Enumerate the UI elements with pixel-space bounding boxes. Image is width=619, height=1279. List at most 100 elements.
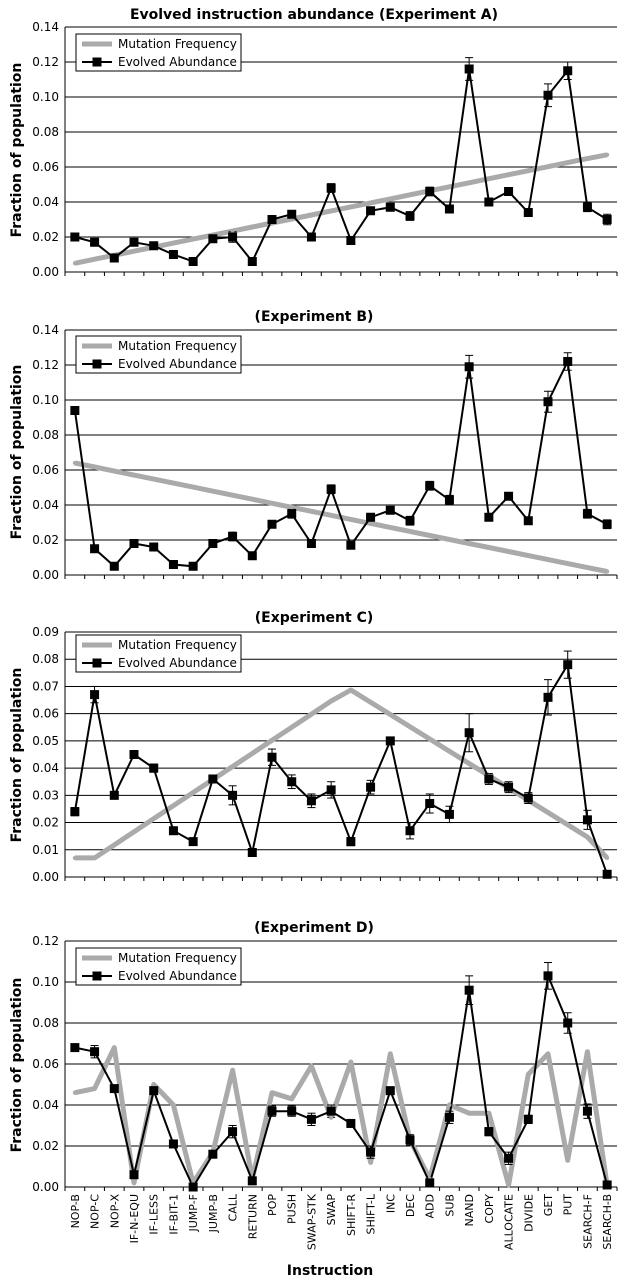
mutation-frequency-point <box>289 1096 294 1101</box>
panel-b-ytick-label: 0.10 <box>32 393 59 407</box>
x-category-label: IF-LESS <box>148 1194 161 1235</box>
mutation-frequency-point <box>72 855 77 860</box>
evolved-abundance-point <box>149 1086 159 1096</box>
mutation-frequency-point <box>191 790 196 795</box>
mutation-frequency-point <box>585 565 590 570</box>
x-category-label: JUMP-B <box>207 1194 220 1233</box>
legend-mutation-label: Mutation Frequency <box>118 951 237 965</box>
x-category-label: NOP-B <box>69 1194 82 1228</box>
mutation-frequency-point <box>565 1158 570 1163</box>
mutation-frequency-point <box>447 184 452 189</box>
evolved-abundance-point <box>267 215 277 224</box>
mutation-frequency-point <box>486 1111 491 1116</box>
panel-d-ytick-label: 0.12 <box>32 934 59 948</box>
mutation-frequency-point <box>250 225 255 230</box>
evolved-abundance-point <box>346 1118 356 1128</box>
mutation-frequency-point <box>151 816 156 821</box>
evolved-abundance-point <box>129 237 139 247</box>
mutation-frequency-point <box>132 249 136 254</box>
evolved-abundance-point <box>425 799 435 808</box>
evolved-abundance-point <box>543 971 553 981</box>
mutation-frequency-point <box>585 834 590 839</box>
evolved-abundance-point <box>267 1106 277 1116</box>
panel-d-ytick-label: 0.06 <box>32 1057 59 1071</box>
evolved-abundance-point <box>523 516 533 526</box>
evolved-abundance-point <box>247 848 257 857</box>
evolved-abundance-line <box>74 68 608 264</box>
evolved-abundance-point <box>464 985 474 995</box>
evolved-abundance-point <box>109 253 119 263</box>
mutation-frequency-point <box>388 712 393 717</box>
legend-evolved-label: Evolved Abundance <box>118 357 237 371</box>
evolved-abundance-point <box>602 1180 612 1190</box>
mutation-frequency-point <box>329 208 334 213</box>
evolved-abundance-point <box>464 64 474 74</box>
mutation-frequency-point <box>467 761 472 766</box>
panel-d-ytick-label: 0.04 <box>32 1098 59 1112</box>
panel-c-ytick-label: 0.03 <box>32 788 59 802</box>
evolved-abundance-point <box>346 540 356 550</box>
panel-b-ytick-label: 0.00 <box>32 568 59 582</box>
panel-d-ytick-label: 0.10 <box>32 975 59 989</box>
mutation-frequency-point <box>467 180 472 185</box>
mutation-frequency-point <box>447 537 452 542</box>
evolved-abundance-point <box>425 481 435 491</box>
mutation-frequency-point <box>368 200 373 205</box>
evolved-abundance-point <box>188 257 198 266</box>
mutation-frequency-line <box>74 1045 610 1188</box>
evolved-abundance-point <box>208 234 218 244</box>
mutation-frequency-point <box>546 1051 550 1056</box>
panel-a-ytick-label: 0.08 <box>32 125 59 139</box>
legend-mutation-label: Mutation Frequency <box>118 37 237 51</box>
evolved-abundance-point <box>366 206 376 216</box>
mutation-frequency-point <box>506 1182 511 1187</box>
evolved-abundance-point <box>366 512 376 522</box>
legend-mutation-label: Mutation Frequency <box>118 638 237 652</box>
mutation-frequency-point <box>191 237 196 242</box>
evolved-abundance-point <box>405 211 415 221</box>
legend-box <box>75 634 242 673</box>
evolved-abundance-point <box>287 1106 297 1116</box>
evolved-abundance-point <box>287 777 297 787</box>
x-category-label: NOP-X <box>108 1194 121 1229</box>
mutation-frequency-point <box>565 160 570 165</box>
panel-c-ytick-label: 0.06 <box>32 707 59 721</box>
mutation-frequency-point <box>132 1180 136 1185</box>
x-category-label: SEARCH-F <box>581 1194 594 1249</box>
legend-evolved-label: Evolved Abundance <box>118 656 237 670</box>
mutation-frequency-point <box>309 712 314 717</box>
evolved-abundance-point <box>464 728 474 738</box>
mutation-frequency-point <box>467 541 472 546</box>
panel-a-ytick-label: 0.10 <box>32 90 59 104</box>
evolved-abundance-point <box>385 1086 395 1096</box>
evolved-abundance-point <box>149 241 159 251</box>
evolved-abundance-point <box>228 532 238 541</box>
x-category-label: DIVIDE <box>522 1194 535 1232</box>
evolved-abundance-point <box>523 1114 533 1124</box>
x-category-label: IF-N-EQU <box>128 1194 141 1243</box>
x-category-label: INC <box>384 1194 397 1213</box>
evolved-abundance-line <box>73 358 608 568</box>
mutation-frequency-point <box>230 1068 235 1073</box>
mutation-frequency-point <box>486 176 491 181</box>
mutation-frequency-point <box>526 168 531 173</box>
legend-evolved-marker <box>92 359 102 369</box>
evolved-abundance-point <box>326 785 336 795</box>
panel-c-ylabel: Fraction of population <box>9 668 25 843</box>
mutation-frequency-point <box>151 1082 156 1087</box>
evolved-abundance-point <box>543 90 553 100</box>
evolved-abundance-point <box>366 1147 376 1157</box>
legend-evolved-label: Evolved Abundance <box>118 55 237 69</box>
evolved-abundance-point <box>228 790 238 800</box>
mutation-frequency-point <box>112 1045 117 1050</box>
evolved-abundance-point <box>582 509 592 519</box>
mutation-frequency-point <box>526 1072 531 1077</box>
panel-a-ytick-label: 0.00 <box>32 265 59 279</box>
evolved-abundance-point <box>129 1170 139 1180</box>
panel-a-ytick-label: 0.14 <box>32 20 59 34</box>
mutation-frequency-point <box>546 557 550 562</box>
legend-box <box>75 33 242 72</box>
evolved-abundance-point <box>385 202 395 212</box>
mutation-frequency-point <box>427 736 432 741</box>
evolved-abundance-point <box>484 512 494 522</box>
